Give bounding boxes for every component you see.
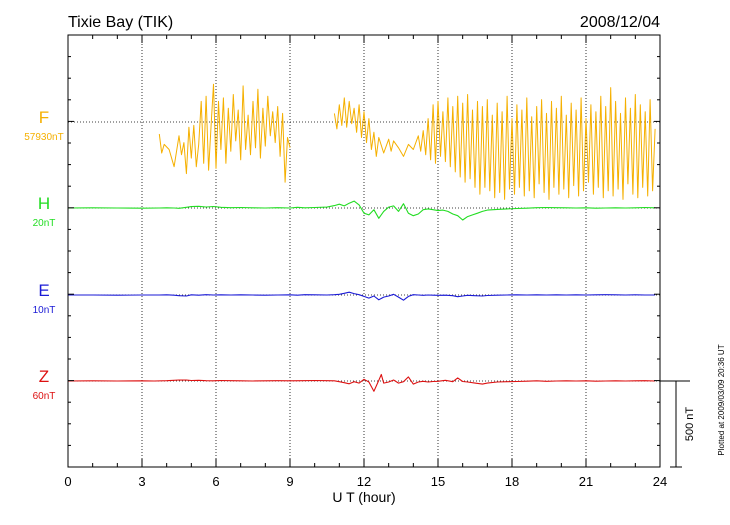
- series-label-e: E: [38, 281, 49, 300]
- scale-bar-label: 500 nT: [684, 407, 696, 442]
- series-label-h: H: [38, 194, 50, 213]
- series-label-z: Z: [39, 367, 49, 386]
- x-tick-label: 12: [357, 474, 371, 489]
- x-tick-label: 0: [64, 474, 71, 489]
- series-baseline-h: 20nT: [33, 218, 56, 229]
- axis-ticks: 0 3 6 9 12 15 18 21 24: [64, 35, 667, 489]
- x-tick-label: 9: [286, 474, 293, 489]
- data-series: [67, 83, 656, 392]
- chart-title-station: Tixie Bay (TIK): [68, 14, 173, 31]
- x-tick-label: 6: [212, 474, 219, 489]
- grid-lines: [68, 35, 660, 467]
- chart-title-date: 2008/12/04: [580, 14, 660, 31]
- series-baseline-e: 10nT: [33, 305, 56, 316]
- series-line-e: [68, 291, 656, 301]
- series-baseline-f: 57930nT: [24, 132, 63, 143]
- x-tick-label: 24: [653, 474, 667, 489]
- series-label-f: F: [39, 108, 49, 127]
- series-line-z: [67, 373, 656, 392]
- x-tick-label: 18: [505, 474, 519, 489]
- series-baseline-z: 60nT: [33, 391, 56, 402]
- series-labels: F 57930nT H 20nT E 10nT Z 60nT: [24, 108, 63, 402]
- plot-timestamp-note: Plotted at 2009/03/09 20:36 UT: [717, 344, 726, 455]
- series-line-f: [158, 83, 656, 200]
- x-tick-label: 21: [579, 474, 593, 489]
- x-axis-label: U T (hour): [332, 489, 395, 505]
- series-line-h: [67, 200, 656, 221]
- x-tick-label: 3: [138, 474, 145, 489]
- scale-bar: 500 nT: [660, 380, 696, 468]
- x-tick-label: 15: [431, 474, 445, 489]
